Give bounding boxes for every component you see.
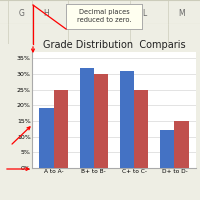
Bar bbox=[120, 71, 134, 168]
Text: M: M bbox=[179, 9, 185, 18]
Text: Decimal places
reduced to zero.: Decimal places reduced to zero. bbox=[77, 9, 131, 23]
Bar bbox=[39, 108, 54, 168]
Text: H: H bbox=[43, 9, 49, 18]
Bar bbox=[80, 68, 94, 168]
Bar bbox=[134, 90, 148, 168]
Bar bbox=[160, 130, 174, 168]
Bar bbox=[94, 74, 108, 168]
Text: G: G bbox=[19, 9, 25, 18]
Bar bbox=[54, 90, 68, 168]
Text: I: I bbox=[81, 9, 83, 18]
Title: Grade Distribution  Comparis: Grade Distribution Comparis bbox=[43, 40, 185, 50]
Text: L: L bbox=[142, 9, 146, 18]
Bar bbox=[174, 121, 189, 168]
